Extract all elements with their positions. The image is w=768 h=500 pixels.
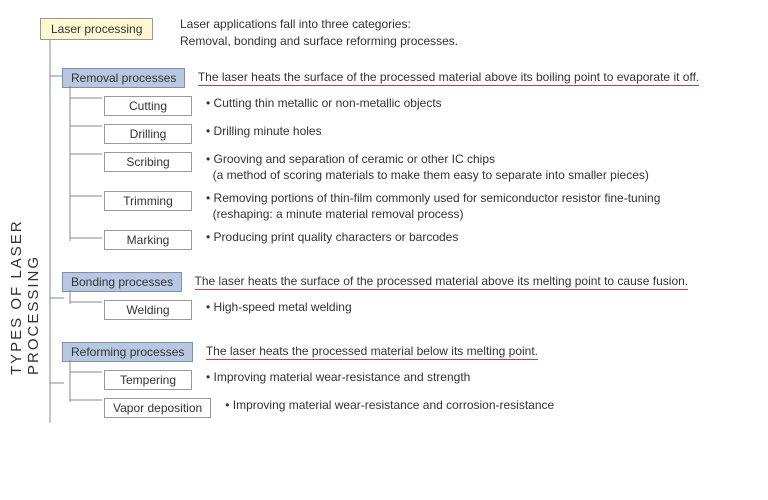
sub-drilling-desc: • Drilling minute holes (206, 124, 322, 140)
sub-welding-desc: • High-speed metal welding (206, 300, 352, 316)
page-vertical-title: TYPES OF LASER PROCESSING (8, 125, 42, 375)
sub-vapor-desc-text: Improving material wear-resistance and c… (233, 398, 554, 412)
sub-cutting-desc: • Cutting thin metallic or non-metallic … (206, 96, 442, 112)
sub-trimming-desc: • Removing portions of thin-film commonl… (206, 191, 660, 222)
sub-vapor-label: Vapor deposition (104, 398, 211, 418)
category-bonding-label: Bonding processes (62, 272, 182, 292)
category-reforming-desc: The laser heats the processed material b… (206, 344, 538, 360)
category-bonding: Bonding processes The laser heats the su… (62, 272, 758, 320)
category-reforming-label: Reforming processes (62, 342, 193, 362)
sub-scribing-desc2: (a method of scoring materials to make t… (213, 168, 649, 182)
sub-vapor-desc: • Improving material wear-resistance and… (225, 398, 554, 414)
category-reforming: Reforming processes The laser heats the … (62, 342, 758, 418)
sub-trimming-desc2: (reshaping: a minute material removal pr… (213, 207, 464, 221)
sub-welding-label: Welding (104, 300, 192, 320)
sub-marking-label: Marking (104, 230, 192, 250)
sub-welding: Welding • High-speed metal welding (104, 300, 758, 320)
category-removal-label: Removal processes (62, 68, 185, 88)
sub-tempering-desc-text: Improving material wear-resistance and s… (214, 370, 471, 384)
sub-tempering: Tempering • Improving material wear-resi… (104, 370, 758, 390)
sub-trimming: Trimming • Removing portions of thin-fil… (104, 191, 758, 222)
sub-trimming-label: Trimming (104, 191, 192, 211)
sub-scribing-desc-text: Grooving and separation of ceramic or ot… (214, 152, 495, 166)
sub-scribing-desc: • Grooving and separation of ceramic or … (206, 152, 649, 183)
sub-welding-desc-text: High-speed metal welding (214, 300, 352, 314)
category-removal-desc: The laser heats the surface of the proce… (198, 70, 699, 86)
sub-cutting-label: Cutting (104, 96, 192, 116)
sub-marking-desc: • Producing print quality characters or … (206, 230, 458, 246)
root-description: Laser applications fall into three categ… (180, 16, 458, 50)
root-desc-line2: Removal, bonding and surface reforming p… (180, 34, 458, 48)
root-node: Laser processing (40, 18, 153, 40)
sub-trimming-desc-text: Removing portions of thin-film commonly … (214, 191, 661, 205)
sub-cutting: Cutting • Cutting thin metallic or non-m… (104, 96, 758, 116)
sub-tempering-label: Tempering (104, 370, 192, 390)
category-bonding-desc: The laser heats the surface of the proce… (195, 274, 689, 290)
root-desc-line1: Laser applications fall into three categ… (180, 17, 411, 31)
category-removal: Removal processes The laser heats the su… (62, 68, 758, 250)
sub-marking-desc-text: Producing print quality characters or ba… (214, 230, 459, 244)
sub-scribing: Scribing • Grooving and separation of ce… (104, 152, 758, 183)
sub-tempering-desc: • Improving material wear-resistance and… (206, 370, 470, 386)
sub-marking: Marking • Producing print quality charac… (104, 230, 758, 250)
sub-vapor-deposition: Vapor deposition • Improving material we… (104, 398, 758, 418)
diagram-content: Laser processing Laser applications fall… (40, 18, 758, 418)
sub-drilling-label: Drilling (104, 124, 192, 144)
sub-drilling-desc-text: Drilling minute holes (214, 124, 322, 138)
sub-scribing-label: Scribing (104, 152, 192, 172)
sub-drilling: Drilling • Drilling minute holes (104, 124, 758, 144)
sub-cutting-desc-text: Cutting thin metallic or non-metallic ob… (214, 96, 442, 110)
